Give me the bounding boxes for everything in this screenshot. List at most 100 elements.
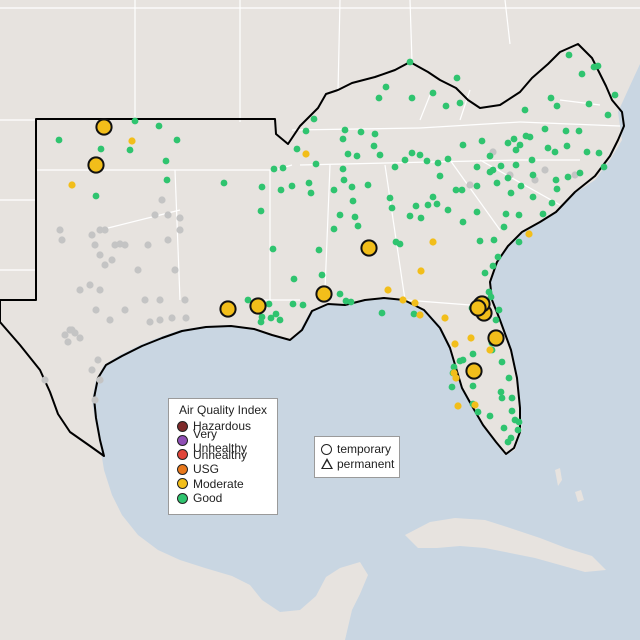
- monitor-good-marker[interactable]: [408, 94, 416, 102]
- monitor-no-data-marker[interactable]: [121, 241, 129, 249]
- monitor-good-marker[interactable]: [452, 186, 460, 194]
- monitor-good-marker[interactable]: [173, 136, 181, 144]
- monitor-no-data-marker[interactable]: [121, 306, 129, 314]
- monitor-good-marker[interactable]: [340, 176, 348, 184]
- monitor-good-marker[interactable]: [434, 159, 442, 167]
- monitor-moderate-marker[interactable]: [467, 334, 475, 342]
- monitor-good-marker[interactable]: [500, 223, 508, 231]
- monitor-good-marker[interactable]: [371, 130, 379, 138]
- monitor-no-data-marker[interactable]: [88, 231, 96, 239]
- monitor-good-marker[interactable]: [92, 192, 100, 200]
- monitor-good-marker[interactable]: [521, 106, 529, 114]
- monitor-good-marker[interactable]: [423, 157, 431, 165]
- monitor-good-marker[interactable]: [351, 213, 359, 221]
- monitor-good-marker[interactable]: [476, 237, 484, 245]
- temporary-monitor-moderate-marker[interactable]: [87, 156, 105, 174]
- monitor-good-marker[interactable]: [344, 150, 352, 158]
- monitor-good-marker[interactable]: [552, 176, 560, 184]
- monitor-good-marker[interactable]: [469, 350, 477, 358]
- monitor-good-marker[interactable]: [481, 269, 489, 277]
- monitor-good-marker[interactable]: [529, 171, 537, 179]
- monitor-good-marker[interactable]: [401, 156, 409, 164]
- monitor-no-data-marker[interactable]: [76, 334, 84, 342]
- temporary-monitor-moderate-marker[interactable]: [360, 239, 378, 257]
- monitor-no-data-marker[interactable]: [96, 376, 104, 384]
- monitor-no-data-marker[interactable]: [141, 296, 149, 304]
- monitor-good-marker[interactable]: [307, 189, 315, 197]
- monitor-good-marker[interactable]: [494, 253, 502, 261]
- monitor-no-data-marker[interactable]: [168, 314, 176, 322]
- monitor-good-marker[interactable]: [541, 125, 549, 133]
- monitor-good-marker[interactable]: [270, 165, 278, 173]
- monitor-moderate-marker[interactable]: [416, 311, 424, 319]
- monitor-good-marker[interactable]: [473, 182, 481, 190]
- monitor-good-marker[interactable]: [315, 246, 323, 254]
- monitor-no-data-marker[interactable]: [71, 329, 79, 337]
- monitor-good-marker[interactable]: [516, 141, 524, 149]
- monitor-good-marker[interactable]: [436, 172, 444, 180]
- monitor-good-marker[interactable]: [500, 424, 508, 432]
- monitor-good-marker[interactable]: [406, 212, 414, 220]
- monitor-good-marker[interactable]: [490, 236, 498, 244]
- monitor-no-data-marker[interactable]: [96, 286, 104, 294]
- monitor-moderate-marker[interactable]: [384, 286, 392, 294]
- monitor-good-marker[interactable]: [505, 374, 513, 382]
- monitor-good-marker[interactable]: [396, 240, 404, 248]
- monitor-no-data-marker[interactable]: [541, 166, 549, 174]
- monitor-good-marker[interactable]: [336, 211, 344, 219]
- monitor-good-marker[interactable]: [497, 388, 505, 396]
- monitor-good-marker[interactable]: [378, 309, 386, 317]
- monitor-no-data-marker[interactable]: [176, 214, 184, 222]
- monitor-good-marker[interactable]: [444, 206, 452, 214]
- monitor-good-marker[interactable]: [444, 155, 452, 163]
- monitor-good-marker[interactable]: [486, 152, 494, 160]
- monitor-good-marker[interactable]: [220, 179, 228, 187]
- monitor-moderate-marker[interactable]: [471, 401, 479, 409]
- monitor-no-data-marker[interactable]: [164, 211, 172, 219]
- monitor-no-data-marker[interactable]: [144, 241, 152, 249]
- monitor-good-marker[interactable]: [517, 182, 525, 190]
- monitor-no-data-marker[interactable]: [86, 281, 94, 289]
- monitor-no-data-marker[interactable]: [94, 356, 102, 364]
- monitor-no-data-marker[interactable]: [108, 256, 116, 264]
- monitor-good-marker[interactable]: [382, 83, 390, 91]
- monitor-good-marker[interactable]: [433, 200, 441, 208]
- monitor-good-marker[interactable]: [528, 156, 536, 164]
- monitor-good-marker[interactable]: [163, 176, 171, 184]
- monitor-good-marker[interactable]: [258, 313, 266, 321]
- monitor-good-marker[interactable]: [276, 316, 284, 324]
- monitor-good-marker[interactable]: [473, 208, 481, 216]
- monitor-good-marker[interactable]: [459, 218, 467, 226]
- monitor-no-data-marker[interactable]: [88, 366, 96, 374]
- monitor-good-marker[interactable]: [375, 94, 383, 102]
- monitor-good-marker[interactable]: [339, 165, 347, 173]
- monitor-good-marker[interactable]: [357, 128, 365, 136]
- monitor-no-data-marker[interactable]: [96, 251, 104, 259]
- temporary-monitor-moderate-marker[interactable]: [465, 362, 483, 380]
- monitor-good-marker[interactable]: [424, 201, 432, 209]
- monitor-good-marker[interactable]: [514, 426, 522, 434]
- monitor-good-marker[interactable]: [456, 99, 464, 107]
- monitor-no-data-marker[interactable]: [91, 241, 99, 249]
- monitor-no-data-marker[interactable]: [64, 338, 72, 346]
- monitor-no-data-marker[interactable]: [96, 226, 104, 234]
- monitor-good-marker[interactable]: [388, 204, 396, 212]
- monitor-good-marker[interactable]: [330, 225, 338, 233]
- monitor-no-data-marker[interactable]: [106, 316, 114, 324]
- monitor-good-marker[interactable]: [410, 310, 418, 318]
- monitor-good-marker[interactable]: [257, 207, 265, 215]
- monitor-no-data-marker[interactable]: [101, 261, 109, 269]
- monitor-good-marker[interactable]: [458, 186, 466, 194]
- monitor-good-marker[interactable]: [386, 194, 394, 202]
- monitor-good-marker[interactable]: [487, 293, 495, 301]
- temporary-monitor-moderate-marker[interactable]: [95, 118, 113, 136]
- monitor-good-marker[interactable]: [349, 197, 357, 205]
- monitor-good-marker[interactable]: [459, 356, 467, 364]
- monitor-good-marker[interactable]: [595, 149, 603, 157]
- monitor-good-marker[interactable]: [348, 183, 356, 191]
- monitor-good-marker[interactable]: [450, 363, 458, 371]
- monitor-good-marker[interactable]: [576, 169, 584, 177]
- monitor-good-marker[interactable]: [155, 122, 163, 130]
- monitor-good-marker[interactable]: [515, 418, 523, 426]
- monitor-good-marker[interactable]: [288, 182, 296, 190]
